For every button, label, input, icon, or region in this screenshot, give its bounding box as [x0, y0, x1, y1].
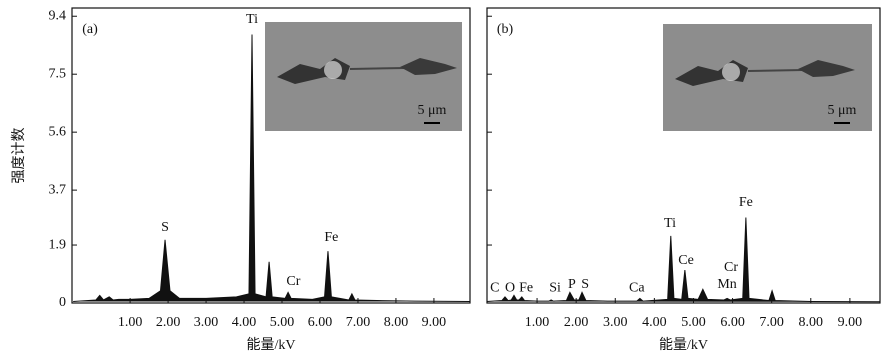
- peak-label: S: [161, 220, 169, 235]
- x-tick-label: 3.00: [194, 315, 219, 330]
- peak-label: Ca: [629, 280, 645, 295]
- x-tick-label: 6.00: [720, 315, 745, 330]
- y-tick-label: 7.5: [49, 66, 67, 81]
- peak-label: Fe: [519, 280, 533, 295]
- x-tick-label: 2.00: [156, 315, 181, 330]
- x-tick-label: 8.00: [799, 315, 824, 330]
- x-tick-label: 3.00: [603, 315, 628, 330]
- y-tick-label: 3.7: [49, 182, 67, 197]
- micrograph-feature: [350, 68, 405, 69]
- x-tick-label: 5.00: [270, 315, 295, 330]
- y-tick-label: 9.4: [49, 8, 67, 23]
- y-tick-label: 0: [59, 295, 66, 310]
- scale-bar-label: 5 μm: [828, 103, 857, 118]
- x-tick-label: 9.00: [422, 315, 447, 330]
- peak-label: Fe: [739, 195, 753, 210]
- x-tick-label: 7.00: [759, 315, 784, 330]
- peak-label: Mn: [717, 277, 736, 292]
- page: 0 1.9 3.7 5.6 7.5 9.4 1.00 2.00 3.00 4.00 5.00 6.00…: [0, 0, 886, 361]
- scale-bar-label: 5 μm: [418, 103, 447, 118]
- x-tick-label: 4.00: [232, 315, 257, 330]
- x-tick-label: 9.00: [838, 315, 863, 330]
- peak-label: Ce: [678, 253, 694, 268]
- x-tick-label: 8.00: [384, 315, 409, 330]
- micrograph-feature: [324, 61, 342, 79]
- peak-label: Cr: [286, 274, 300, 289]
- panel-label: (b): [497, 22, 514, 37]
- peak-label: P: [568, 277, 576, 292]
- y-tick-label: 1.9: [49, 237, 67, 252]
- figure: 0 1.9 3.7 5.6 7.5 9.4 1.00 2.00 3.00 4.00 5.00 6.00…: [0, 0, 886, 361]
- y-axis-label: 强度计数: [11, 128, 27, 184]
- peak-label: Cr: [724, 260, 738, 275]
- y-tick-label: 5.6: [49, 124, 67, 139]
- peak-label: O: [505, 280, 515, 295]
- x-tick-label: 4.00: [642, 315, 667, 330]
- panel-label: (a): [82, 22, 98, 37]
- peak-label: C: [490, 280, 499, 295]
- x-tick-label: 6.00: [308, 315, 333, 330]
- x-tick-label: 1.00: [118, 315, 143, 330]
- x-tick-label: 7.00: [346, 315, 371, 330]
- x-tick-label: 5.00: [681, 315, 706, 330]
- peak-label: Fe: [324, 230, 338, 245]
- x-axis-label: 能量/kV: [659, 337, 708, 353]
- micrograph-feature: [722, 63, 740, 81]
- peak-label: Si: [549, 280, 561, 295]
- x-axis-label: 能量/kV: [247, 337, 296, 353]
- micrograph-feature: [748, 70, 803, 71]
- peak-label: Ti: [664, 216, 676, 231]
- peak-label: S: [581, 277, 589, 292]
- x-tick-label: 2.00: [564, 315, 589, 330]
- peak-label: Ti: [246, 12, 258, 27]
- x-tick-label: 1.00: [525, 315, 550, 330]
